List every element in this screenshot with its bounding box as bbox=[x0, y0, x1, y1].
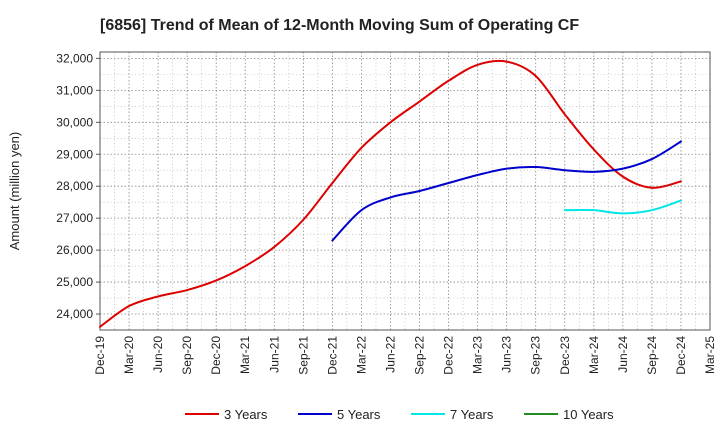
series-line-7-years bbox=[563, 199, 682, 215]
legend-label-7-years: 7 Years bbox=[450, 407, 494, 422]
y-axis-label: Amount (million yen) bbox=[7, 132, 22, 251]
x-tick-label: Sep-22 bbox=[413, 336, 427, 375]
grid-layer bbox=[100, 52, 710, 330]
legend-label-5-years: 5 Years bbox=[337, 407, 381, 422]
x-tick-label: Mar-25 bbox=[703, 336, 717, 374]
x-tick-label: Dec-19 bbox=[93, 336, 107, 375]
y-tick-label: 26,000 bbox=[56, 243, 93, 257]
x-tick-label: Dec-21 bbox=[325, 336, 339, 375]
axis-layer: Dec-19 Mar-20 Jun-20 Sep-20 Dec-20 Mar-21 Jun-… bbox=[56, 51, 717, 374]
x-tick-label: Dec-20 bbox=[209, 336, 223, 375]
x-tick-label: Jun-23 bbox=[500, 336, 514, 373]
x-tick-label: Dec-22 bbox=[442, 336, 456, 375]
legend-label-3-years: 3 Years bbox=[224, 407, 268, 422]
x-tick-label: Mar-21 bbox=[238, 336, 252, 374]
y-tick-label: 30,000 bbox=[56, 115, 93, 129]
x-tick-label: Dec-23 bbox=[558, 336, 572, 375]
chart-title: [6856] Trend of Mean of 12-Month Moving … bbox=[100, 17, 579, 34]
x-tick-label: Sep-21 bbox=[296, 336, 310, 375]
x-tick-label: Jun-22 bbox=[383, 336, 397, 373]
x-tick-label: Jun-21 bbox=[267, 336, 281, 373]
x-tick-label: Mar-24 bbox=[587, 336, 601, 374]
y-tick-label: 24,000 bbox=[56, 307, 93, 321]
x-tick-label: Sep-23 bbox=[529, 336, 543, 375]
y-tick-label: 28,000 bbox=[56, 179, 93, 193]
plot-area bbox=[99, 51, 711, 331]
legend-label-10-years: 10 Years bbox=[563, 407, 614, 422]
series-line-3-years bbox=[99, 59, 682, 328]
x-tick-label: Mar-23 bbox=[471, 336, 485, 374]
x-tick-label: Sep-20 bbox=[180, 336, 194, 375]
series-layer bbox=[99, 59, 682, 328]
y-tick-label: 27,000 bbox=[56, 211, 93, 225]
x-tick-label: Sep-24 bbox=[645, 336, 659, 375]
y-tick-label: 25,000 bbox=[56, 275, 93, 289]
y-tick-label: 29,000 bbox=[56, 147, 93, 161]
x-tick-label: Jun-20 bbox=[151, 336, 165, 373]
y-tick-label: 31,000 bbox=[56, 83, 93, 97]
y-tick-label: 32,000 bbox=[56, 51, 93, 65]
x-tick-label: Jun-24 bbox=[616, 336, 630, 373]
legend: 3 Years 5 Years 7 Years 10 Years bbox=[185, 407, 614, 422]
x-tick-label: Mar-22 bbox=[354, 336, 368, 374]
x-tick-label: Mar-20 bbox=[122, 336, 136, 374]
series-line-5-years bbox=[331, 140, 682, 242]
x-tick-label: Dec-24 bbox=[674, 336, 688, 375]
